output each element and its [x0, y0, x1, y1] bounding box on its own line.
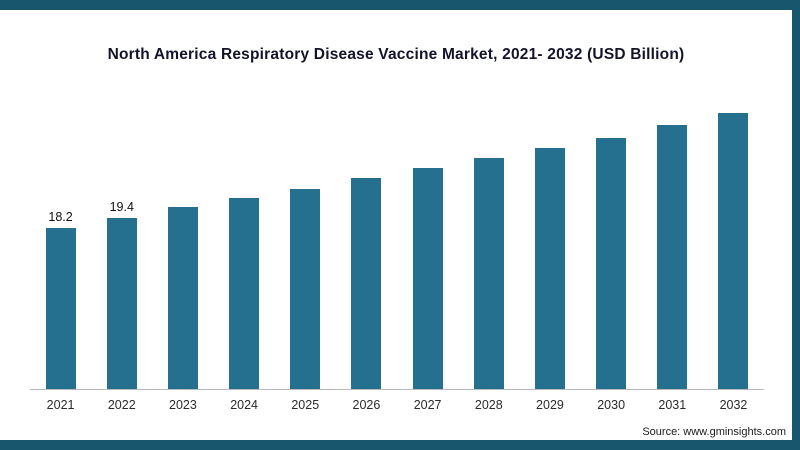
x-tick-label: 2030	[597, 398, 626, 412]
x-tick-label: 2027	[413, 398, 442, 412]
source-credit: Source: www.gminsights.com	[642, 426, 786, 438]
bar-column	[519, 148, 580, 389]
bar	[351, 178, 382, 389]
plot-area: 18.2 19.4	[30, 90, 764, 390]
bar-column	[275, 189, 336, 389]
x-tick-label: 2031	[658, 398, 687, 412]
x-tick-label: 2029	[536, 398, 564, 412]
bar-value-label: 19.4	[109, 200, 134, 214]
x-tick-label: 2026	[352, 398, 381, 412]
bar-column	[397, 168, 458, 389]
bar	[473, 158, 504, 389]
bar	[45, 228, 76, 389]
bar	[657, 125, 688, 389]
bar-column	[214, 198, 275, 389]
x-tick-label: 2032	[719, 398, 748, 412]
bar-column	[581, 138, 642, 389]
bar-column	[336, 178, 397, 389]
bar	[229, 198, 260, 389]
x-tick-label: 2028	[474, 398, 503, 412]
bar-chart: 18.2 19.4 2021 2022 2023 2024 2025 2026 2027 202…	[30, 90, 764, 412]
bar	[106, 218, 137, 389]
bar-column: 18.2	[30, 210, 91, 389]
bar	[596, 138, 627, 389]
bar-column: 19.4	[91, 200, 152, 389]
x-tick-label: 2021	[46, 398, 75, 412]
chart-title: North America Respiratory Disease Vaccin…	[107, 46, 685, 63]
x-axis: 2021 2022 2023 2024 2025 2026 2027 2028 2029 2030…	[30, 390, 764, 412]
bar	[534, 148, 565, 389]
bar	[167, 207, 198, 389]
bar	[412, 168, 443, 389]
bar-column	[642, 125, 703, 389]
bar-column	[703, 113, 764, 389]
x-tick-label: 2023	[169, 398, 197, 412]
bar-value-label: 18.2	[48, 210, 73, 224]
bar-column	[458, 158, 519, 389]
x-tick-label: 2024	[230, 398, 258, 412]
bar-column	[152, 207, 213, 389]
bar	[718, 113, 749, 389]
bar	[290, 189, 321, 389]
x-tick-label: 2025	[291, 398, 320, 412]
x-tick-label: 2022	[107, 398, 136, 412]
